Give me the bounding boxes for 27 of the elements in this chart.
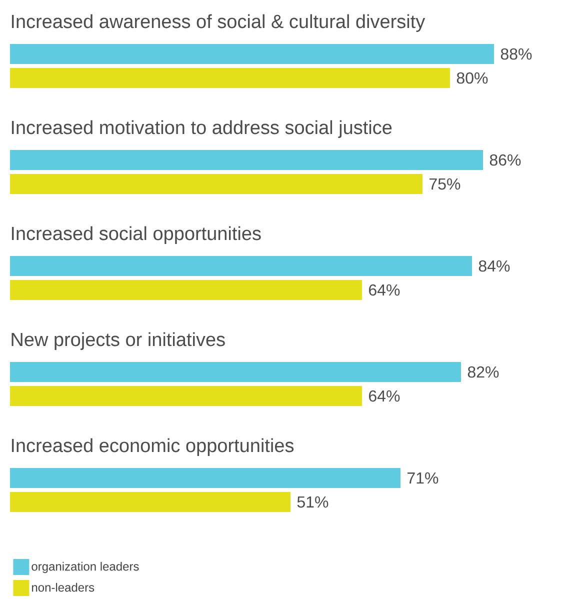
- bar: [10, 362, 462, 382]
- bar: [10, 256, 472, 276]
- y-tick-label: Increased social opportunities: [12, 226, 261, 244]
- legend-label: non-leaders: [32, 582, 94, 592]
- data-label: 84%: [478, 260, 510, 272]
- bar: [10, 492, 291, 512]
- legend-label: organization leaders: [32, 562, 139, 574]
- data-label: 80%: [456, 72, 488, 84]
- y-tick-label: New projects or initiatives: [12, 332, 225, 350]
- y-tick-label: Increased motivation to address social justice: [12, 120, 392, 138]
- data-label: 75%: [430, 178, 460, 190]
- data-label: 51%: [297, 496, 328, 508]
- bar: [10, 386, 362, 406]
- data-label: 86%: [490, 154, 521, 166]
- data-label: 88%: [500, 48, 532, 60]
- data-label: 64%: [369, 390, 400, 402]
- data-label: 64%: [369, 284, 400, 296]
- bar: [10, 44, 494, 64]
- data-label: 82%: [468, 366, 499, 378]
- bar: [10, 150, 484, 170]
- y-tick-label: Increased economic opportunities: [12, 438, 294, 456]
- bar: [10, 468, 401, 488]
- bar: [10, 68, 450, 88]
- bar: [10, 280, 362, 300]
- bar: [10, 174, 423, 194]
- y-tick-label: Increased awareness of social & cultural diversity: [12, 14, 426, 32]
- data-label: 71%: [408, 472, 438, 484]
